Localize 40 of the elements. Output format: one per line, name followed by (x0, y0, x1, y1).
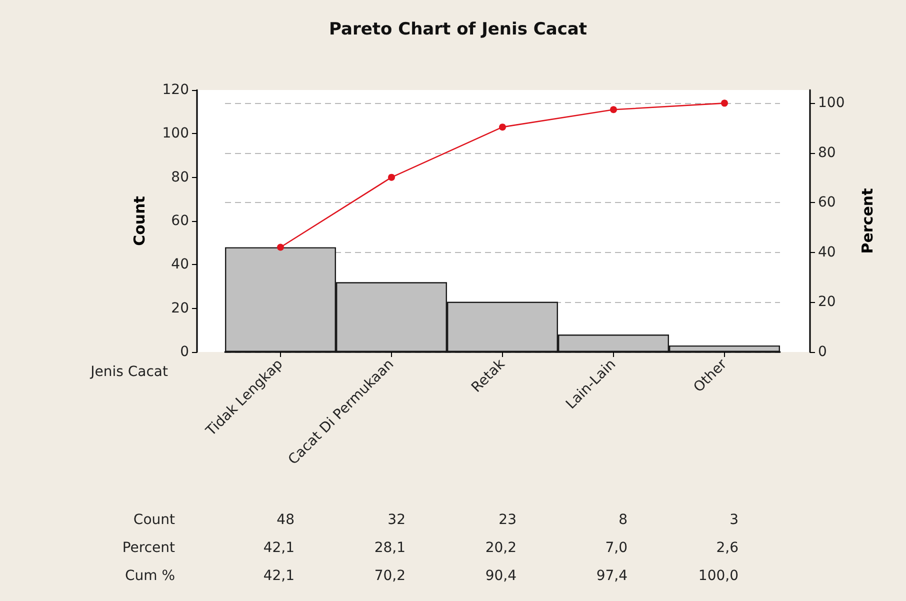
data-label: 100,0 (698, 568, 738, 584)
point (499, 124, 506, 131)
data-label: 48 (276, 512, 294, 528)
point (388, 174, 395, 181)
y-tick-label: 40 (171, 256, 189, 273)
data-label: 32 (388, 512, 406, 528)
text: 42,1 (263, 540, 294, 556)
point (721, 100, 728, 107)
y2-tick-label: 20 (818, 294, 836, 310)
y-axis-title: Count (130, 196, 148, 246)
y-tick-label: 80 (171, 169, 189, 186)
y2-tick-label: 100 (818, 95, 845, 112)
y-tick-label: 60 (171, 213, 189, 229)
data-label: 42,1 (263, 568, 294, 584)
y2-tick-label: 60 (818, 194, 836, 211)
y2-tick-label: 80 (818, 144, 836, 161)
text: 20,2 (485, 540, 516, 556)
x-axis-title: Jenis Cacat (90, 364, 169, 380)
y2-tick-label: 40 (818, 244, 836, 260)
data-label: 90,4 (485, 568, 517, 584)
chart-title: Pareto Chart of Jenis Cacat (328, 20, 588, 40)
data-label: 23 (498, 512, 516, 528)
y-tick-label: 100 (162, 126, 189, 142)
text: 7,0 (605, 540, 628, 556)
y-tick-label: 20 (171, 300, 189, 316)
text: Cum % (124, 568, 175, 584)
point (277, 244, 284, 251)
data-label: 70,2 (374, 568, 406, 584)
text: Percent (122, 540, 176, 556)
text: 28,1 (374, 540, 406, 556)
y2-tick-label: 0 (818, 344, 827, 360)
point (610, 106, 617, 114)
text: 2,6 (716, 540, 739, 556)
y2-axis-title: Percent (858, 188, 876, 254)
data-label: 8 (618, 512, 628, 528)
y-tick-label: 120 (162, 82, 189, 98)
data-label: 3 (730, 512, 738, 528)
y-tick-label: 0 (180, 344, 189, 360)
text: Count (133, 512, 176, 528)
data-label: 97,4 (596, 568, 628, 584)
